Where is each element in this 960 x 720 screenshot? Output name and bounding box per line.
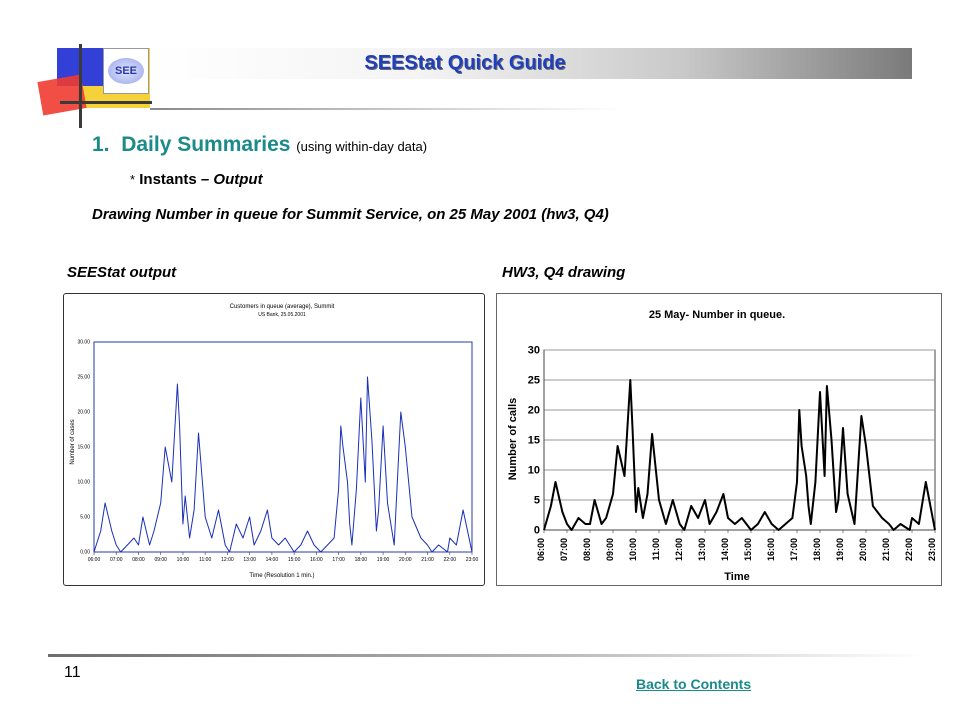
chart1-xlabel: Time (Resolution 1 min.) [249,573,314,579]
page-number: 11 [64,664,81,681]
description: Drawing Number in queue for Summit Servi… [92,206,609,223]
chart2-y-tick-label: 25 [528,375,540,387]
footer-rule [48,654,924,657]
chart2-x-tick-label: 23:00 [927,538,937,561]
page-title: SEEStat Quick Guide [364,52,566,74]
chart1-y-tick-label: 10.00 [77,480,90,486]
chart2-x-tick-label: 20:00 [858,538,868,561]
chart2-xlabel: Time [724,571,749,583]
chart2-x-tick-label: 22:00 [904,538,914,561]
chart2-x-tick-label: 14:00 [720,538,730,561]
chart1-series-line [93,376,473,553]
chart1-x-tick-label: 18:00 [355,557,368,563]
logo-text: SEE [114,65,137,77]
logo-vline [79,44,82,128]
section-note: (using within-day data) [296,139,428,154]
chart1-y-tick-label: 5.00 [80,515,90,521]
chart1-y-tick-label: 0.00 [80,550,90,556]
chart2-x-tick-label: 15:00 [743,538,753,561]
section-heading: 1. Daily Summaries (using within-day dat… [92,133,427,157]
section-number: 1. [92,133,110,156]
chart1-y-tick-label: 20.00 [77,410,90,416]
chart2-x-tick-label: 21:00 [881,538,891,561]
chart1-title: Customers in queue (average), Summit [230,304,335,310]
chart2-x-tick-label: 08:00 [582,538,592,561]
logo-badge: SEE [103,48,149,94]
chart2-y-tick-label: 0 [534,525,540,537]
chart2-y-tick-label: 10 [528,465,540,477]
chart2-x-tick-label: 10:00 [628,538,638,561]
seestat-chart: Customers in queue (average), Summit US … [63,293,485,586]
hw3-chart-svg: 25 May- Number in queue. Time Number of … [507,309,937,583]
chart2-ylabel: Number of calls [507,398,519,481]
section-heading-text: Daily Summaries [121,133,291,156]
chart2-x-tick-label: 07:00 [559,538,569,561]
see-logo-icon: SEE [108,58,144,84]
chart2-x-tick-label: 17:00 [789,538,799,561]
chart1-y-tick-label: 25.00 [77,375,90,381]
chart1-y-tick-label: 30.00 [77,340,90,346]
chart1-x-tick-label: 12:00 [221,557,234,563]
chart2-y-tick-label: 30 [528,345,540,357]
chart2-x-tick-label: 12:00 [674,538,684,561]
chart2-x-tick-label: 13:00 [697,538,707,561]
chart1-x-tick-label: 22:00 [444,557,457,563]
chart1-y-tick-label: 15.00 [77,445,90,451]
sub-bullet-label-italic: Output [213,171,263,188]
chart2-x-tick-label: 19:00 [835,538,845,561]
caption-hw3: HW3, Q4 drawing [502,264,626,281]
chart1-x-tick-label: 08:00 [132,557,145,563]
hw3-chart: 25 May- Number in queue. Time Number of … [496,293,942,586]
chart1-plot-frame [93,341,473,553]
logo-hline [60,101,152,104]
chart1-x-tick-label: 21:00 [421,557,434,563]
chart1-x-tick-label: 07:00 [110,557,123,563]
chart2-y-tick-label: 15 [528,435,540,447]
chart2-x-tick-label: 11:00 [651,538,661,561]
title-bar [150,48,912,79]
header-rule [150,108,620,110]
sub-bullet-label: Instants – [139,171,214,188]
chart1-x-tick-label: 15:00 [288,557,301,563]
chart2-y-tick-label: 5 [534,495,540,507]
sub-bullet: * Instants – Output [130,171,263,188]
chart1-x-tick-label: 14:00 [266,557,279,563]
chart1-x-tick-label: 17:00 [332,557,345,563]
chart2-x-tick-label: 06:00 [536,538,546,561]
chart1-x-tick-label: 23:00 [466,557,479,563]
chart1-x-tick-label: 13:00 [243,557,256,563]
chart2-x-tick-label: 18:00 [812,538,822,561]
chart1-subtitle: US Bank, 25.05.2001 [258,312,306,318]
chart2-series-line [543,379,936,531]
back-to-contents-link[interactable]: Back to Contents [636,676,752,692]
chart1-x-tick-label: 06:00 [88,557,101,563]
chart1-x-tick-label: 16:00 [310,557,323,563]
chart1-x-tick-label: 10:00 [177,557,190,563]
seestat-chart-svg: Customers in queue (average), Summit US … [70,304,479,579]
chart1-ylabel: Number of cases [70,419,76,464]
chart1-x-tick-label: 20:00 [399,557,412,563]
chart2-x-tick-label: 16:00 [766,538,776,561]
chart1-x-tick-label: 09:00 [154,557,167,563]
chart1-x-tick-label: 19:00 [377,557,390,563]
chart2-y-tick-label: 20 [528,405,540,417]
chart2-title: 25 May- Number in queue. [649,309,785,321]
chart2-x-tick-label: 09:00 [605,538,615,561]
sub-bullet-mark: * [130,172,136,187]
chart1-x-tick-label: 11:00 [199,557,211,563]
caption-seestat: SEEStat output [67,264,177,281]
